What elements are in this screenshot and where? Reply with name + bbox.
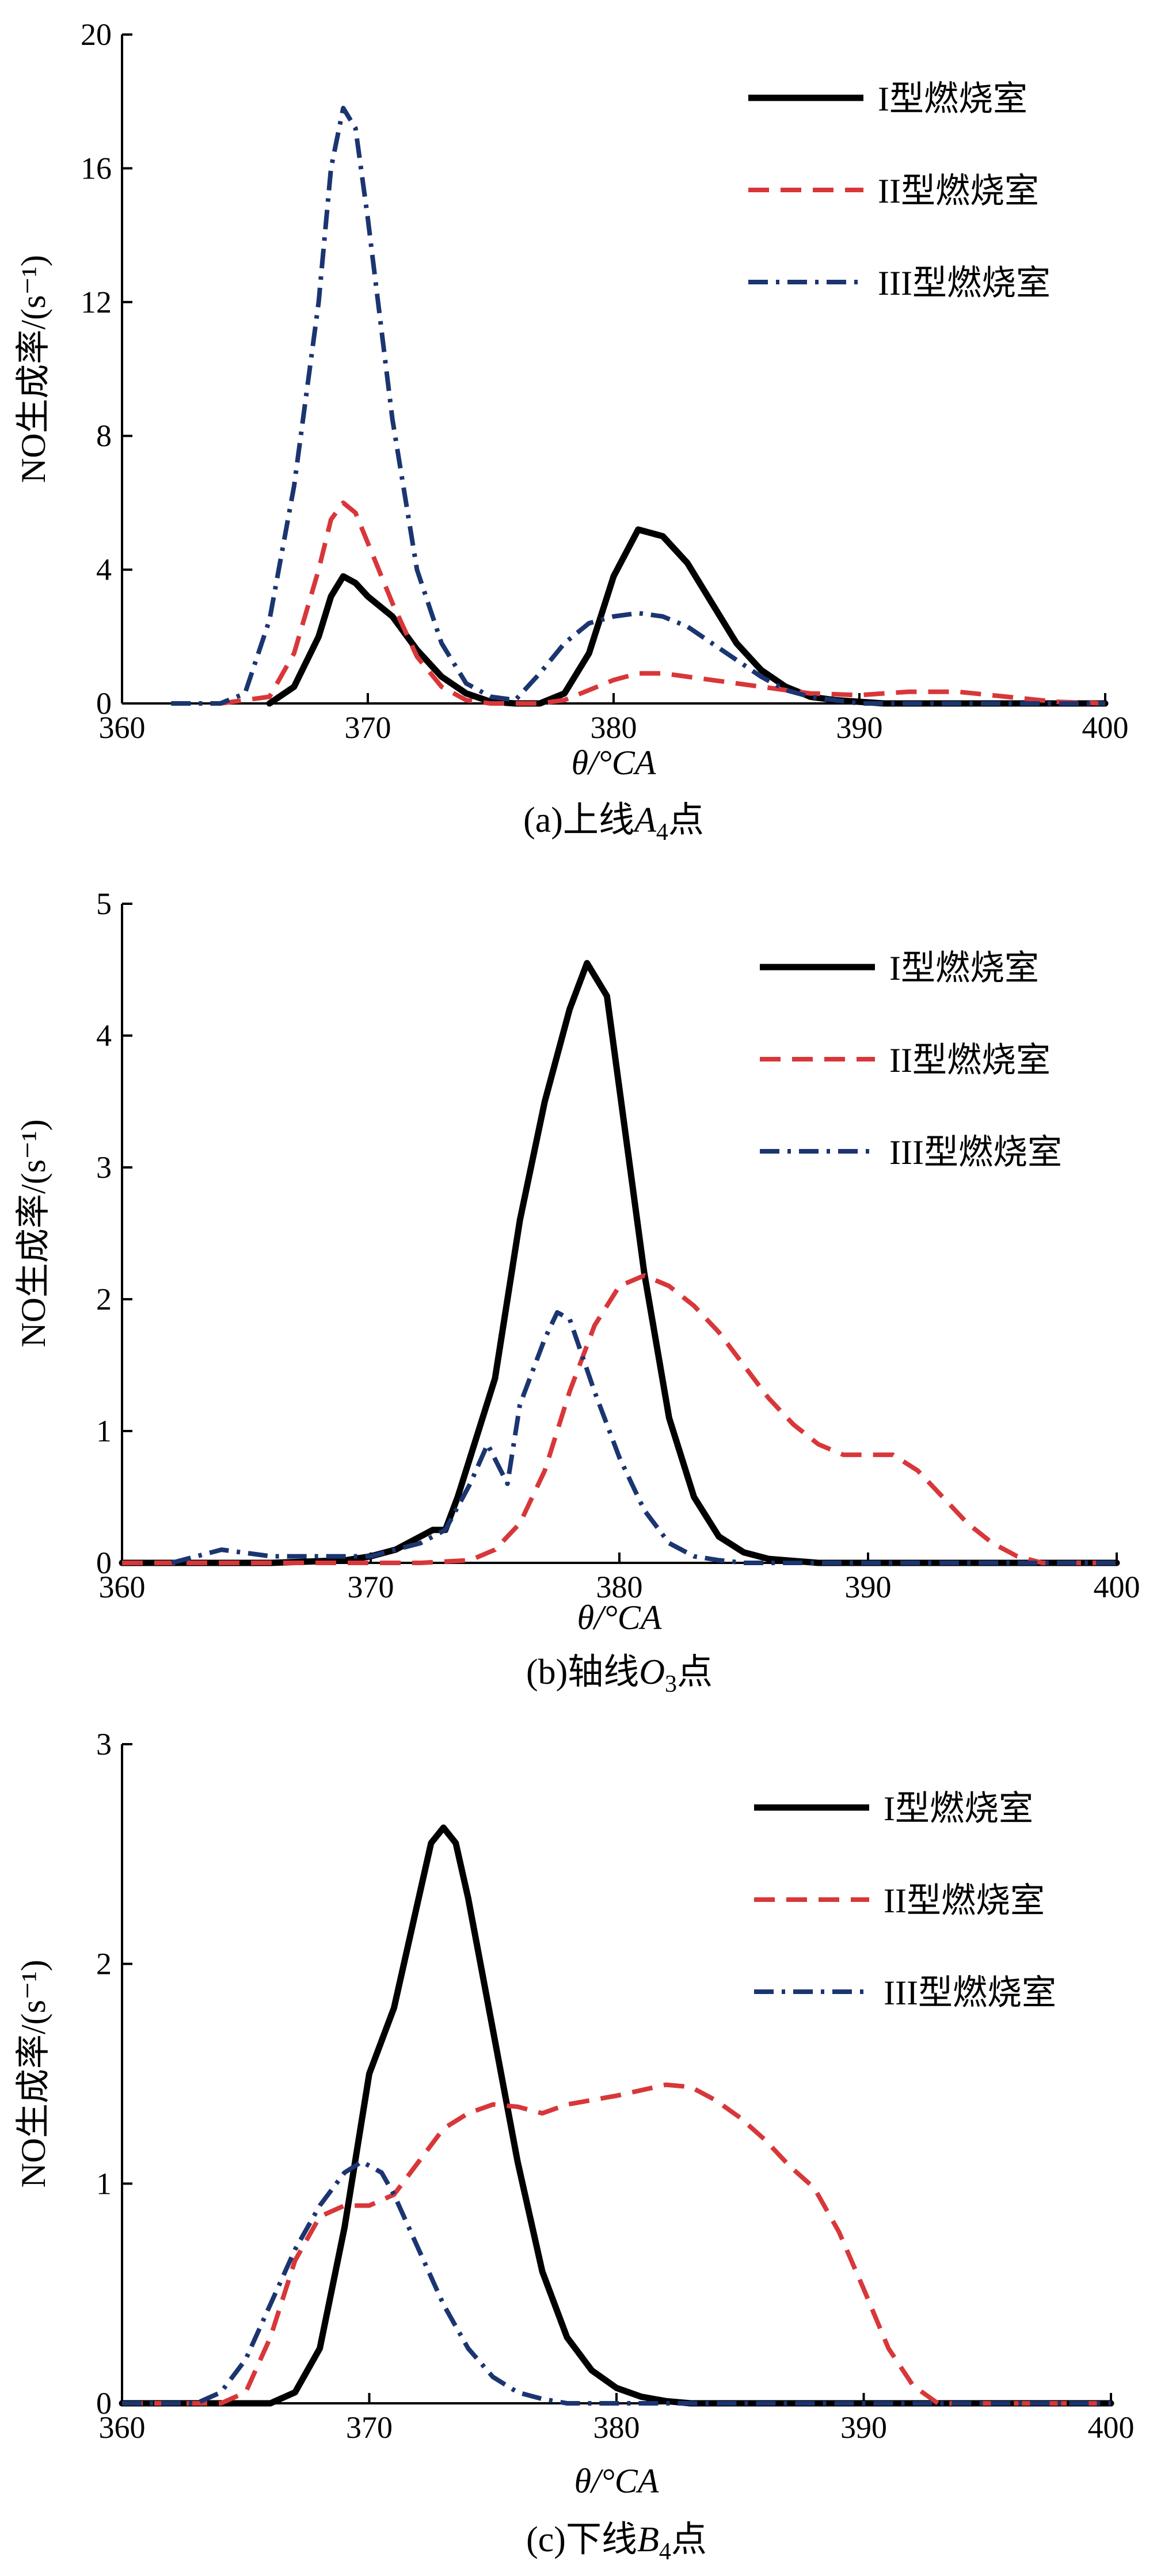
y-tick-label: 2	[96, 1282, 112, 1316]
legend-label: III型燃烧室	[884, 1974, 1056, 2012]
x-axis-label: θ/°CA	[574, 2462, 659, 2500]
legend-label: I型燃烧室	[889, 949, 1039, 987]
x-tick-label: 400	[1094, 1570, 1140, 1604]
x-tick-label: 380	[596, 1570, 643, 1604]
x-tick-label: 360	[99, 2410, 146, 2445]
legend-label: I型燃烧室	[878, 80, 1027, 118]
legend-label: II型燃烧室	[889, 1041, 1051, 1079]
y-axis-label: NO生成率/(s⁻¹)	[14, 1119, 52, 1347]
y-tick-label: 0	[96, 1546, 112, 1580]
panel-caption: (b)轴线O3点	[526, 1653, 713, 1698]
legend-label: II型燃烧室	[884, 1882, 1045, 1920]
x-tick-label: 370	[346, 2410, 393, 2445]
chart-panel-1: 360 370 380 390 400 0 4 8 12 16 20 θ/°CA NO生成率/(s⁻¹)…	[14, 17, 1129, 846]
y-tick-label: 12	[81, 285, 112, 319]
panel-caption: (c)下线B4点	[526, 2520, 707, 2565]
y-tick-label: 3	[96, 1150, 112, 1185]
y-tick-label: 8	[96, 418, 112, 453]
x-tick-label: 370	[348, 1570, 394, 1604]
y-tick-label: 0	[96, 686, 112, 721]
y-tick-label: 4	[96, 1018, 112, 1053]
x-tick-label: 390	[836, 710, 883, 745]
x-tick-label: 400	[1082, 710, 1129, 745]
y-axis-label: NO生成率/(s⁻¹)	[14, 1959, 52, 2187]
legend: I型燃烧室 II型燃烧室 III型燃烧室	[748, 80, 1051, 302]
y-tick-label: 0	[96, 2386, 112, 2421]
legend-label: III型燃烧室	[889, 1133, 1062, 1171]
y-tick-label: 4	[96, 553, 112, 587]
y-tick-label: 2	[96, 1947, 112, 1981]
series-line-I	[119, 960, 1120, 1566]
x-tick-label: 390	[840, 2410, 887, 2445]
y-tick-label: 5	[96, 886, 112, 921]
legend: I型燃烧室 II型燃烧室 III型燃烧室	[760, 949, 1062, 1171]
x-tick-label: 370	[345, 710, 391, 745]
series-line-III	[171, 1310, 1117, 1565]
panel-caption: (a)上线A4点	[523, 801, 704, 846]
legend: I型燃烧室 II型燃烧室 III型燃烧室	[754, 1790, 1056, 2012]
x-tick-label: 390	[845, 1570, 892, 1604]
x-axis-label: θ/°CA	[577, 1599, 662, 1637]
series-line-II	[122, 1273, 1117, 1565]
legend-label: II型燃烧室	[878, 172, 1039, 210]
x-tick-label: 380	[591, 710, 637, 745]
x-tick-label: 360	[99, 1570, 146, 1604]
series-line-II	[122, 2082, 1111, 2406]
legend-label: I型燃烧室	[884, 1790, 1033, 1828]
series-line-III	[171, 105, 1105, 706]
y-tick-label: 20	[81, 17, 112, 52]
series-line-I	[119, 1824, 1114, 2407]
y-tick-label: 3	[96, 1727, 112, 1761]
x-tick-label: 360	[99, 710, 146, 745]
chart-panel-3: 360 370 380 390 400 0 1 2 3 θ/°CA NO生成率/(s⁻¹) I型燃烧室…	[14, 1727, 1135, 2565]
y-tick-label: 1	[96, 1414, 112, 1448]
y-tick-label: 16	[81, 151, 112, 185]
legend-label: III型燃烧室	[878, 264, 1051, 302]
x-tick-label: 380	[593, 2410, 640, 2445]
x-tick-label: 400	[1088, 2410, 1135, 2445]
y-axis-label: NO生成率/(s⁻¹)	[14, 255, 52, 483]
chart-panel-2: 360 370 380 390 400 0 1 2 3 4 5 θ/°CA NO生成率/(s⁻¹) I型燃…	[14, 886, 1140, 1698]
series-line-II	[220, 500, 1106, 706]
x-axis-label: θ/°CA	[572, 744, 656, 782]
series-line-III	[122, 2159, 1111, 2406]
y-tick-label: 1	[96, 2166, 112, 2201]
